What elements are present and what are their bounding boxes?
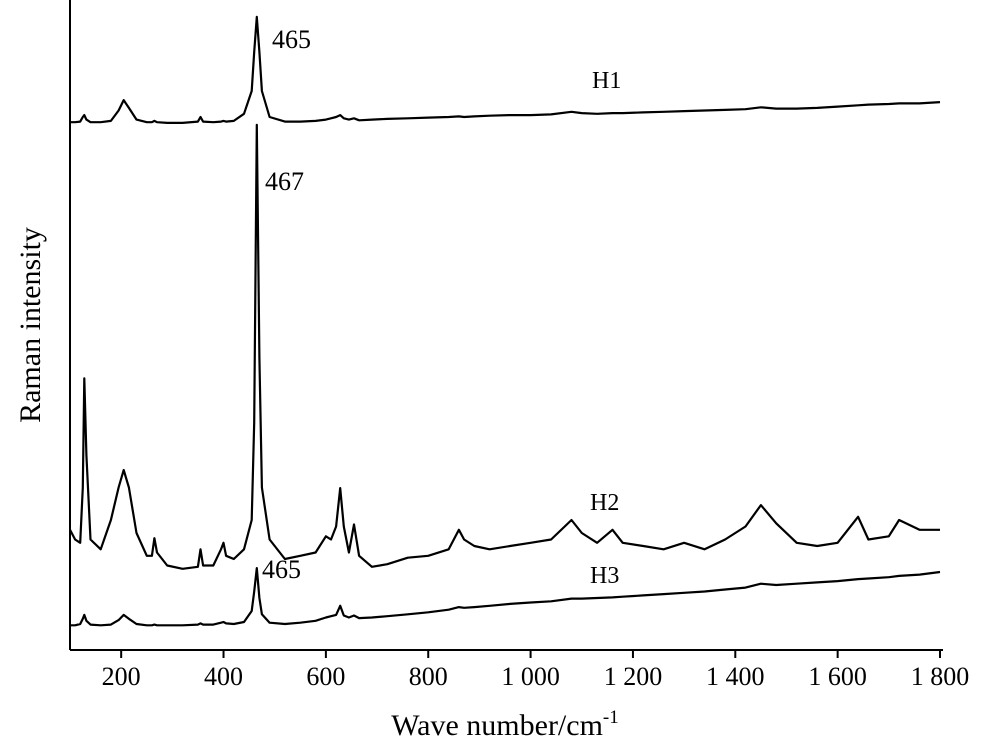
- peak-annotation: 467: [265, 167, 304, 196]
- x-tick-label: 1 600: [808, 662, 867, 691]
- series-label: H3: [590, 563, 619, 589]
- x-axis-label-superscript: -1: [603, 707, 619, 728]
- x-axis-label: Wave number/cm-1: [391, 707, 619, 742]
- x-tick-label: 1 400: [706, 662, 765, 691]
- x-tick-label: 400: [204, 662, 243, 691]
- spectrum-line: [70, 567, 941, 627]
- spectrum-line: [69, 123, 940, 570]
- y-axis-label: Raman intensity: [14, 227, 47, 423]
- x-tick-label: 1 200: [604, 662, 663, 691]
- peak-annotation: 465: [262, 555, 301, 584]
- x-tick-label: 1 000: [501, 662, 560, 691]
- spectrum-line: [70, 15, 941, 124]
- x-tick-label: 600: [306, 662, 345, 691]
- x-tick-label: 800: [409, 662, 448, 691]
- series-label: H1: [592, 68, 621, 94]
- peak-annotation: 465: [272, 25, 311, 54]
- x-tick-label: 200: [102, 662, 141, 691]
- x-tick-label: 1 800: [911, 662, 970, 691]
- x-axis-label-text: Wave number/cm: [391, 709, 603, 742]
- series-label: H2: [590, 490, 619, 516]
